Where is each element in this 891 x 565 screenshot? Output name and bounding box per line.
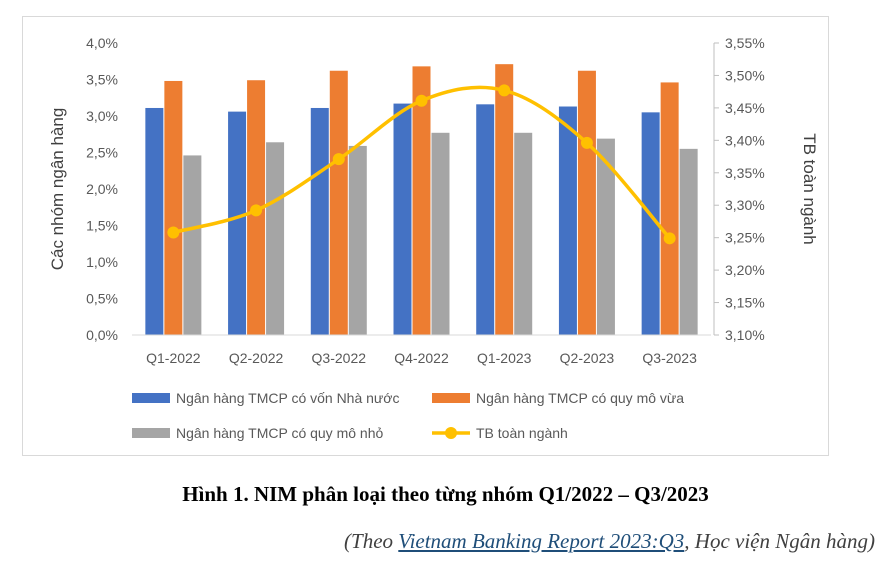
- legend-label: Ngân hàng TMCP có vốn Nhà nước: [176, 390, 400, 406]
- bar-1: [641, 112, 660, 335]
- bar-1: [310, 107, 329, 335]
- y2-tick-label: 3,50%: [725, 67, 765, 83]
- legend-swatch: [432, 393, 470, 403]
- x-tick-label: Q3-2022: [312, 350, 367, 366]
- bar-2: [329, 70, 348, 336]
- y-axis-title: Các nhóm ngân hàng: [48, 108, 67, 271]
- y2-tick-label: 3,40%: [725, 132, 765, 148]
- y-tick-label: 4,0%: [86, 35, 118, 51]
- bar-3: [514, 132, 533, 335]
- bar-2: [412, 66, 431, 336]
- x-tick-label: Q2-2022: [229, 350, 284, 366]
- source-prefix: (Theo: [344, 529, 399, 553]
- y2-axis-title: TB toàn ngành: [800, 133, 819, 245]
- bar-1: [558, 106, 577, 335]
- y-tick-label: 0,0%: [86, 327, 118, 343]
- y2-tick-label: 3,35%: [725, 165, 765, 181]
- legend-line-marker: [445, 427, 457, 439]
- source-citation: (Theo Vietnam Banking Report 2023:Q3, Họ…: [344, 529, 875, 554]
- y-tick-label: 2,5%: [86, 145, 118, 161]
- y2-tick-label: 3,30%: [725, 197, 765, 213]
- bar-3: [183, 155, 202, 335]
- legend-label: Ngân hàng TMCP có quy mô vừa: [476, 390, 684, 406]
- source-link[interactable]: Vietnam Banking Report 2023:Q3: [398, 529, 685, 553]
- legend-swatch: [132, 428, 170, 438]
- x-tick-label: Q4-2022: [394, 350, 449, 366]
- bar-2: [164, 80, 183, 336]
- line-point: [250, 204, 263, 217]
- bar-3: [679, 148, 698, 335]
- source-suffix: , Học viện Ngân hàng): [684, 529, 875, 553]
- y2-tick-label: 3,25%: [725, 230, 765, 246]
- legend-label: Ngân hàng TMCP có quy mô nhỏ: [176, 425, 383, 441]
- y-tick-label: 2,0%: [86, 181, 118, 197]
- line-point: [167, 226, 180, 239]
- y2-tick-label: 3,45%: [725, 100, 765, 116]
- figure-caption: Hình 1. NIM phân loại theo từng nhóm Q1/…: [182, 482, 709, 506]
- line-point: [663, 232, 676, 245]
- bar-2: [495, 64, 514, 336]
- y-tick-label: 3,5%: [86, 72, 118, 88]
- bar-3: [431, 132, 450, 335]
- y-tick-label: 0,5%: [86, 291, 118, 307]
- bar-3: [596, 138, 615, 335]
- bar-2: [660, 82, 679, 335]
- y2-tick-label: 3,55%: [725, 35, 765, 51]
- chart-frame: 0,0% 0,5% 1,0% 1,5% 2,0% 2,5% 3,0% 3,5% 4,0% 3,10…: [22, 16, 829, 456]
- nim-chart: 0,0% 0,5% 1,0% 1,5% 2,0% 2,5% 3,0% 3,5% 4,0% 3,10…: [48, 35, 819, 441]
- bar-1: [145, 107, 164, 335]
- line-point: [415, 94, 428, 107]
- y2-tick-label: 3,10%: [725, 327, 765, 343]
- x-tick-label: Q3-2023: [642, 350, 697, 366]
- bar-1: [476, 104, 495, 335]
- bar-1: [393, 103, 412, 335]
- x-tick-label: Q1-2022: [146, 350, 201, 366]
- y-tick-label: 3,0%: [86, 108, 118, 124]
- y-tick-label: 1,5%: [86, 218, 118, 234]
- x-tick-label: Q2-2023: [560, 350, 615, 366]
- y2-tick-label: 3,15%: [725, 295, 765, 311]
- y-tick-label: 1,0%: [86, 254, 118, 270]
- legend-swatch: [132, 393, 170, 403]
- legend-label: TB toàn ngành: [476, 425, 568, 441]
- y2-tick-label: 3,20%: [725, 262, 765, 278]
- line-point: [332, 153, 345, 166]
- bar-2: [577, 70, 596, 336]
- bar-1: [228, 111, 247, 336]
- bar-3: [348, 145, 367, 335]
- bar-3: [266, 142, 285, 335]
- x-tick-label: Q1-2023: [477, 350, 532, 366]
- line-point: [580, 136, 593, 149]
- line-point: [498, 84, 511, 97]
